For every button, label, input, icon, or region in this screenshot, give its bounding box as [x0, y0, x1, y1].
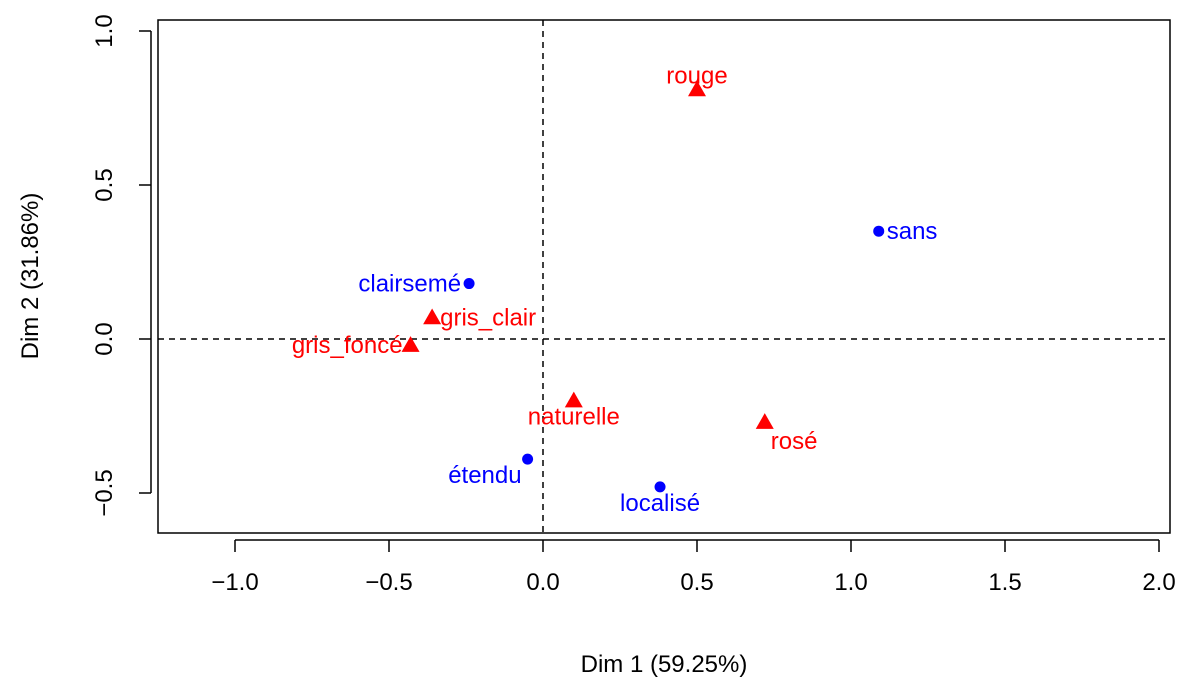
point-marker — [463, 278, 475, 290]
y-axis-title: Dim 2 (31.86%) — [17, 193, 44, 360]
point-marker — [522, 453, 534, 465]
x-tick-label: −1.0 — [211, 569, 258, 596]
point-label: sans — [887, 218, 938, 245]
point-marker — [873, 225, 885, 237]
y-tick-label: 0.0 — [91, 322, 118, 355]
point-label: gris_foncé — [292, 332, 403, 359]
plot-frame — [157, 19, 1171, 534]
point-marker — [564, 391, 583, 408]
point-label: naturelle — [528, 404, 620, 431]
y-tick-label: −0.5 — [91, 469, 118, 516]
x-axis-title: Dim 1 (59.25%) — [581, 651, 748, 678]
point-label: clairsemé — [358, 271, 461, 298]
point-marker — [688, 80, 706, 97]
x-tick-label: 2.0 — [1142, 569, 1175, 596]
x-tick-label: 1.0 — [834, 569, 867, 596]
x-tick-label: 0.0 — [526, 569, 559, 596]
x-tick-label: 0.5 — [680, 569, 713, 596]
x-tick-label: −0.5 — [365, 569, 412, 596]
point-marker — [654, 481, 666, 493]
y-tick-label: 0.5 — [91, 168, 118, 201]
point-label: rouge — [666, 63, 727, 90]
point-marker — [423, 308, 442, 325]
point-label: étendu — [448, 462, 521, 489]
point-marker — [755, 413, 774, 429]
y-tick-label: 1.0 — [91, 14, 118, 47]
point-label: rosé — [771, 428, 818, 455]
point-label: gris_clair — [440, 304, 536, 331]
point-label: localisé — [620, 490, 700, 517]
x-tick-label: 1.5 — [988, 569, 1021, 596]
point-marker — [401, 336, 420, 352]
